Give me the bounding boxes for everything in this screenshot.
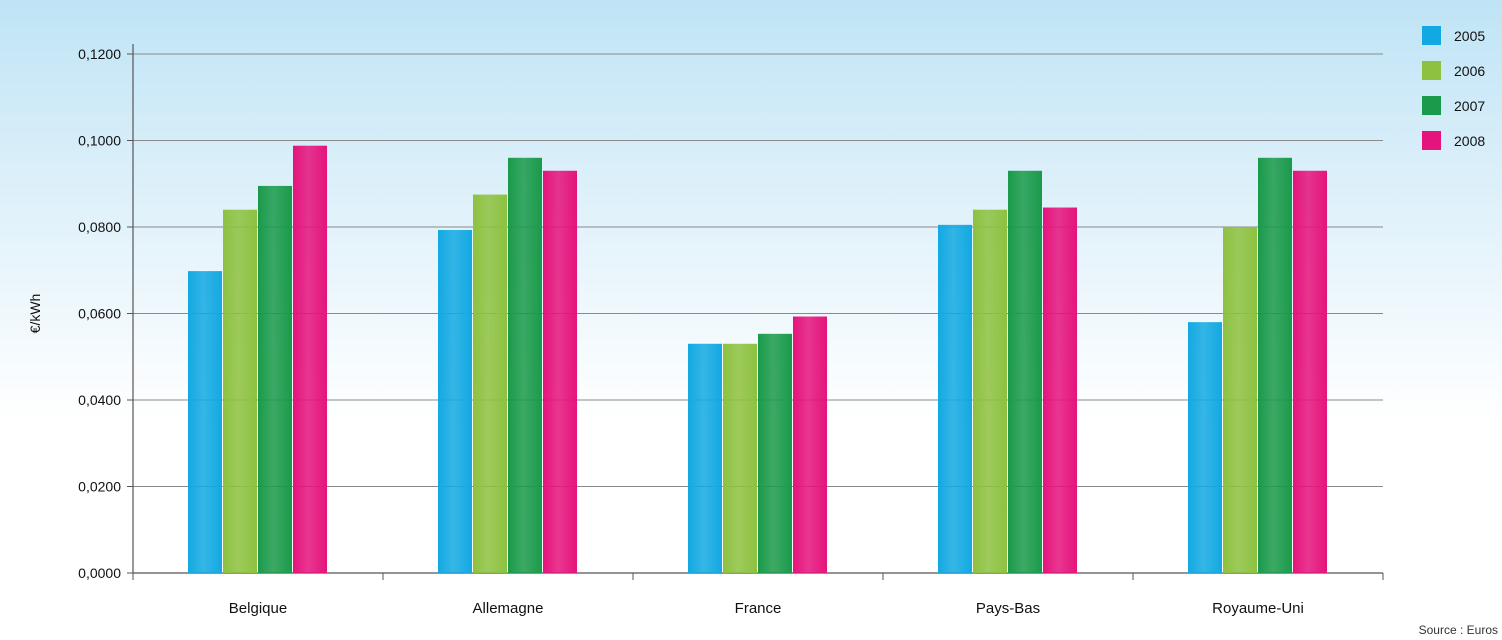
x-category-label: Royaume-Uni <box>1212 600 1304 617</box>
grid-lines <box>133 53 1383 574</box>
legend-swatch <box>1422 26 1441 45</box>
x-category-label: Belgique <box>229 600 287 617</box>
bar-2005-pays-bas <box>938 224 972 573</box>
legend-swatch <box>1422 131 1441 150</box>
y-tick-labels: 0,0000 0,0200 0,0400 0,0600 0,0800 0,1000 0,12… <box>78 46 121 581</box>
category-labels: Belgique Allemagne France Pays-Bas Royaume-U… <box>229 600 1304 617</box>
bar-2005-royaume-uni <box>1188 322 1222 573</box>
y-tick-label: 0,1000 <box>78 133 121 149</box>
bar-2007-allemagne <box>508 157 542 574</box>
axes <box>127 44 1384 580</box>
legend-swatch <box>1422 96 1441 115</box>
bar-2006-belgique <box>223 209 257 573</box>
bar-2005-belgique <box>188 271 222 573</box>
bar-2005-allemagne <box>438 230 472 573</box>
legend-label: 2005 <box>1454 28 1485 44</box>
legend-label: 2006 <box>1454 63 1485 79</box>
x-category-label: Allemagne <box>473 600 544 617</box>
legend: 2005 2006 2007 2008 <box>1422 26 1485 150</box>
bar-2008-pays-bas <box>1043 207 1077 573</box>
bars <box>188 145 1327 574</box>
bar-2006-allemagne <box>473 194 507 573</box>
bar-2005-france <box>688 343 722 573</box>
bar-2006-royaume-uni <box>1223 227 1257 573</box>
legend-label: 2008 <box>1454 133 1485 149</box>
source-label: Source : Euros <box>1419 623 1498 637</box>
bar-2006-pays-bas <box>973 209 1007 573</box>
bar-2008-allemagne <box>543 170 577 573</box>
bar-2007-pays-bas <box>1008 170 1042 573</box>
bar-2008-belgique <box>293 145 327 573</box>
y-tick-label: 0,0000 <box>78 565 121 581</box>
bar-2008-france <box>793 316 827 573</box>
y-tick-label: 0,0800 <box>78 219 121 235</box>
bar-2007-royaume-uni <box>1258 157 1292 574</box>
legend-label: 2007 <box>1454 98 1485 114</box>
y-axis-title: €/kWh <box>27 294 43 334</box>
y-tick-label: 0,1200 <box>78 46 121 62</box>
y-tick-label: 0,0400 <box>78 392 121 408</box>
y-tick-label: 0,0600 <box>78 306 121 322</box>
bar-2008-royaume-uni <box>1293 170 1327 573</box>
legend-swatch <box>1422 61 1441 80</box>
y-tick-label: 0,0200 <box>78 479 121 495</box>
bar-2007-belgique <box>258 185 292 573</box>
bar-2007-france <box>758 333 792 573</box>
x-category-label: France <box>735 600 782 617</box>
x-category-label: Pays-Bas <box>976 600 1040 617</box>
bar-2006-france <box>723 343 757 573</box>
